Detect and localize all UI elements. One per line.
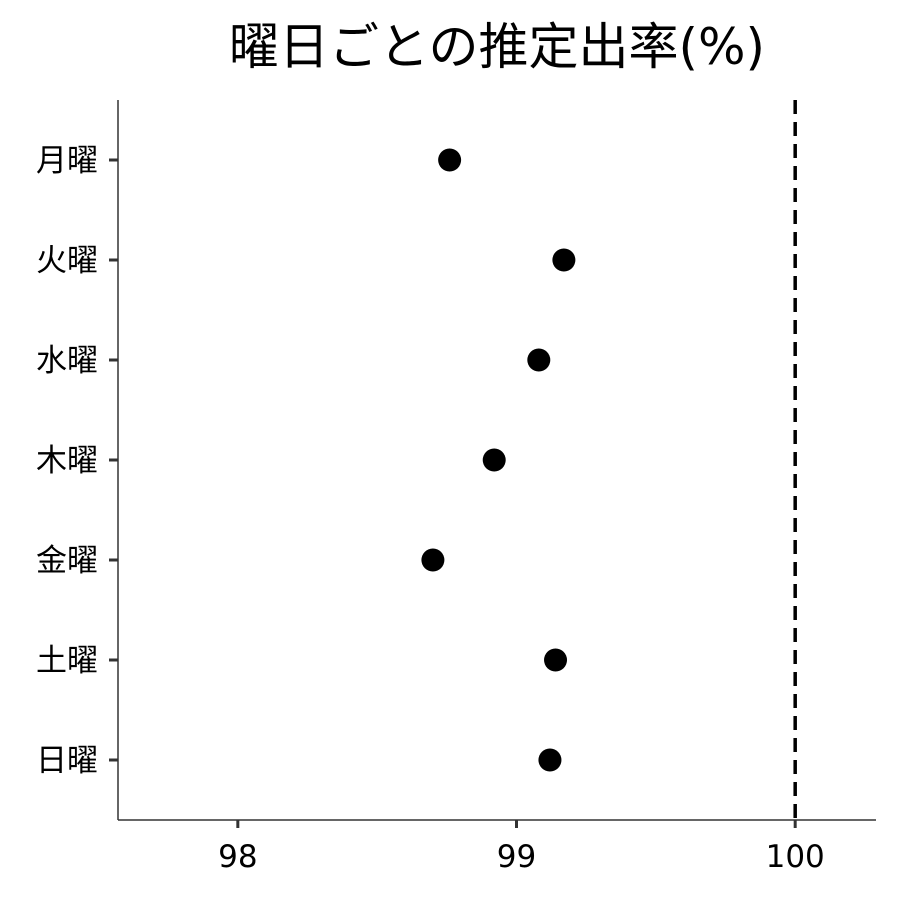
data-point (552, 248, 576, 272)
chart-title: 曜日ごとの推定出率(%) (229, 18, 765, 76)
data-point (421, 548, 445, 572)
y-tick-label: 金曜 (36, 543, 98, 579)
y-tick-label: 日曜 (36, 743, 98, 779)
data-point (527, 348, 551, 372)
y-tick-label: 火曜 (36, 243, 98, 279)
y-tick-label: 月曜 (36, 143, 98, 179)
x-tick-label: 98 (218, 839, 257, 875)
y-tick-label: 水曜 (36, 343, 98, 379)
x-tick-label: 100 (766, 839, 825, 875)
data-point (482, 448, 506, 472)
y-tick-label: 土曜 (36, 643, 98, 679)
data-point (538, 748, 562, 772)
x-tick-label: 99 (497, 839, 536, 875)
data-point (438, 148, 462, 172)
data-point (544, 648, 568, 672)
y-tick-label: 木曜 (36, 443, 98, 479)
